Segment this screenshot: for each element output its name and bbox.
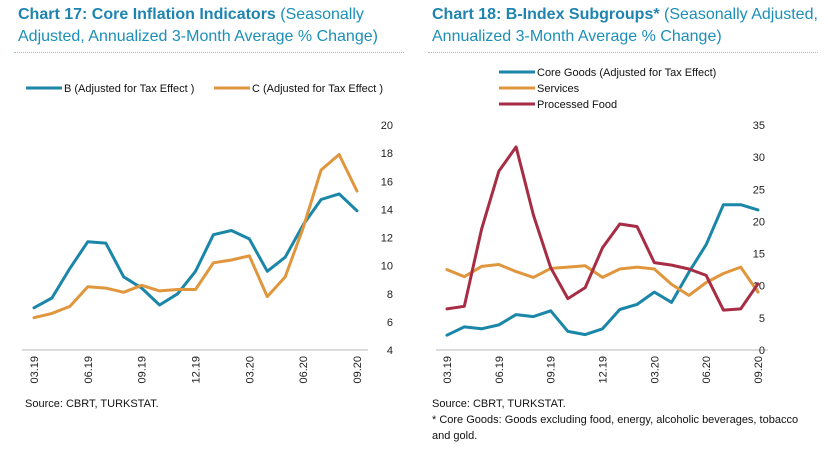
- chart-17-panel: Chart 17: Core Inflation Indicators (Sea…: [0, 0, 410, 461]
- chart-17-plot: 4 6 8 10 12 14 16 18 20 03.19 06.19 09.19 12.19 03.20…: [22, 83, 393, 384]
- chart-title: Chart 17: Core Inflation Indicators (Sea…: [18, 4, 418, 48]
- y-tick-label: 30: [753, 152, 765, 164]
- x-tick-label: 06.20: [298, 356, 310, 384]
- chart-title: Chart 18: B-Index Subgroups* (Seasonally…: [432, 4, 828, 48]
- x-tick-label: 06.20: [701, 356, 713, 384]
- chart-18-panel: Chart 18: B-Index Subgroups* (Seasonally…: [414, 0, 828, 461]
- legend-label: Core Goods (Adjusted for Tax Effect): [537, 67, 716, 79]
- chart-title-main: Chart 18: B-Index Subgroups*: [432, 6, 660, 23]
- y-tick-label: 14: [381, 204, 393, 216]
- title-divider: [428, 52, 818, 53]
- y-tick-label: 25: [753, 184, 765, 196]
- series-line-2: [32, 153, 359, 320]
- y-tick-label: 35: [753, 120, 765, 132]
- y-tick-label: 20: [753, 216, 765, 228]
- chart-title-sub: (Seasonally Adjusted, Annualized 3-Month…: [18, 6, 378, 45]
- y-tick-label: 12: [381, 233, 393, 245]
- title-divider: [14, 52, 404, 53]
- chart-title-sub: (Seasonally Adjusted, Annualized 3-Month…: [432, 6, 818, 45]
- x-tick-label: 03.20: [649, 356, 661, 384]
- y-tick-label: 0: [759, 345, 765, 357]
- y-tick-label: 18: [381, 148, 393, 160]
- footnote: * Core Goods: Goods excluding food, ener…: [432, 414, 799, 442]
- x-tick-label: 12.19: [191, 356, 203, 384]
- y-tick-label: 6: [387, 317, 393, 329]
- chart-title-main: Chart 17: Core Inflation Indicators: [18, 6, 276, 23]
- x-tick-label: 09.19: [137, 356, 149, 384]
- x-tick-label: 03.19: [442, 356, 454, 384]
- x-tick-label: 06.19: [83, 356, 95, 384]
- legend-label: C (Adjusted for Tax Effect ): [252, 83, 383, 95]
- y-tick-label: 16: [381, 176, 393, 188]
- y-tick-label: 20: [381, 120, 393, 132]
- legend-label: Processed Food: [537, 99, 617, 111]
- y-tick-label: 10: [381, 261, 393, 273]
- series-line-1: [445, 203, 760, 337]
- series-line-3: [445, 145, 760, 312]
- y-tick-label: 8: [387, 289, 393, 301]
- legend-label: B (Adjusted for Tax Effect ): [64, 83, 194, 95]
- x-tick-label: 03.19: [29, 356, 41, 384]
- y-tick-label: 15: [753, 249, 765, 261]
- x-tick-label: 09.20: [352, 356, 364, 384]
- source-note: Source: CBRT, TURKSTAT.: [25, 398, 159, 410]
- x-tick-label: 12.19: [598, 356, 610, 384]
- legend-label: Services: [537, 83, 580, 95]
- x-tick-label: 09.19: [546, 356, 558, 384]
- series-line-2: [445, 263, 760, 297]
- source-note: Source: CBRT, TURKSTAT.: [432, 398, 566, 410]
- x-tick-label: 03.20: [244, 356, 256, 384]
- y-tick-label: 5: [759, 313, 765, 325]
- x-tick-label: 09.20: [753, 356, 765, 384]
- x-tick-label: 06.19: [494, 356, 506, 384]
- y-tick-label: 4: [387, 345, 393, 357]
